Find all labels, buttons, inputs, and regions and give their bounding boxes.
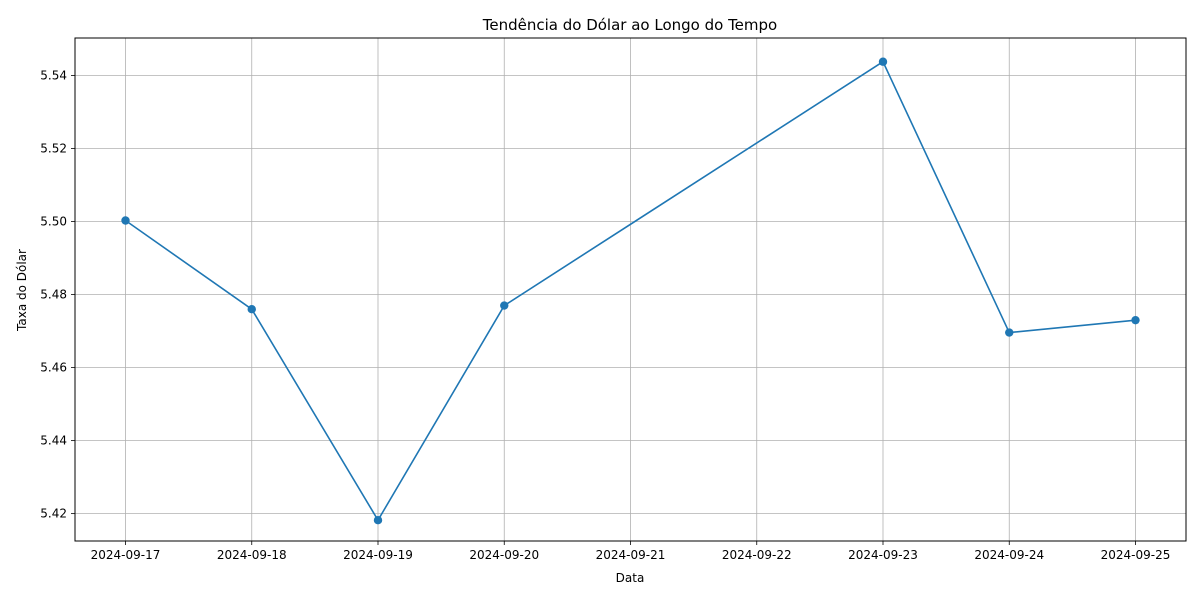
y-tick-label: 5.48 [40,288,67,302]
y-tick-label: 5.42 [40,507,67,521]
data-point [247,305,256,314]
x-tick-label: 2024-09-18 [217,548,287,562]
x-tick-label: 2024-09-17 [91,548,161,562]
axis-ticks: 2024-09-17 2024-09-18 2024-09-19 2024-09-20… [40,69,1170,562]
x-tick-label: 2024-09-25 [1101,548,1171,562]
x-tick-label: 2024-09-22 [722,548,792,562]
x-axis-title: Data [616,571,645,585]
data-point [1005,328,1014,337]
data-point [121,216,130,225]
y-tick-label: 5.52 [40,142,67,156]
data-point [373,515,383,525]
y-tick-label: 5.54 [40,69,67,83]
gridlines [75,38,1186,541]
x-tick-label: 2024-09-19 [343,548,413,562]
data-point [500,301,509,310]
x-tick-label: 2024-09-24 [974,548,1044,562]
x-tick-label: 2024-09-20 [469,548,539,562]
x-tick-label: 2024-09-23 [848,548,918,562]
x-tick-label: 2024-09-21 [596,548,666,562]
data-point [878,57,888,66]
series-layer [121,57,1140,525]
chart-title: Tendência do Dólar ao Longo do Tempo [482,16,777,34]
y-tick-label: 5.50 [40,215,67,229]
data-point [1131,315,1140,325]
y-tick-label: 5.44 [40,434,67,448]
y-tick-label: 5.46 [40,361,67,375]
y-axis-title: Taxa do Dólar [15,249,29,332]
